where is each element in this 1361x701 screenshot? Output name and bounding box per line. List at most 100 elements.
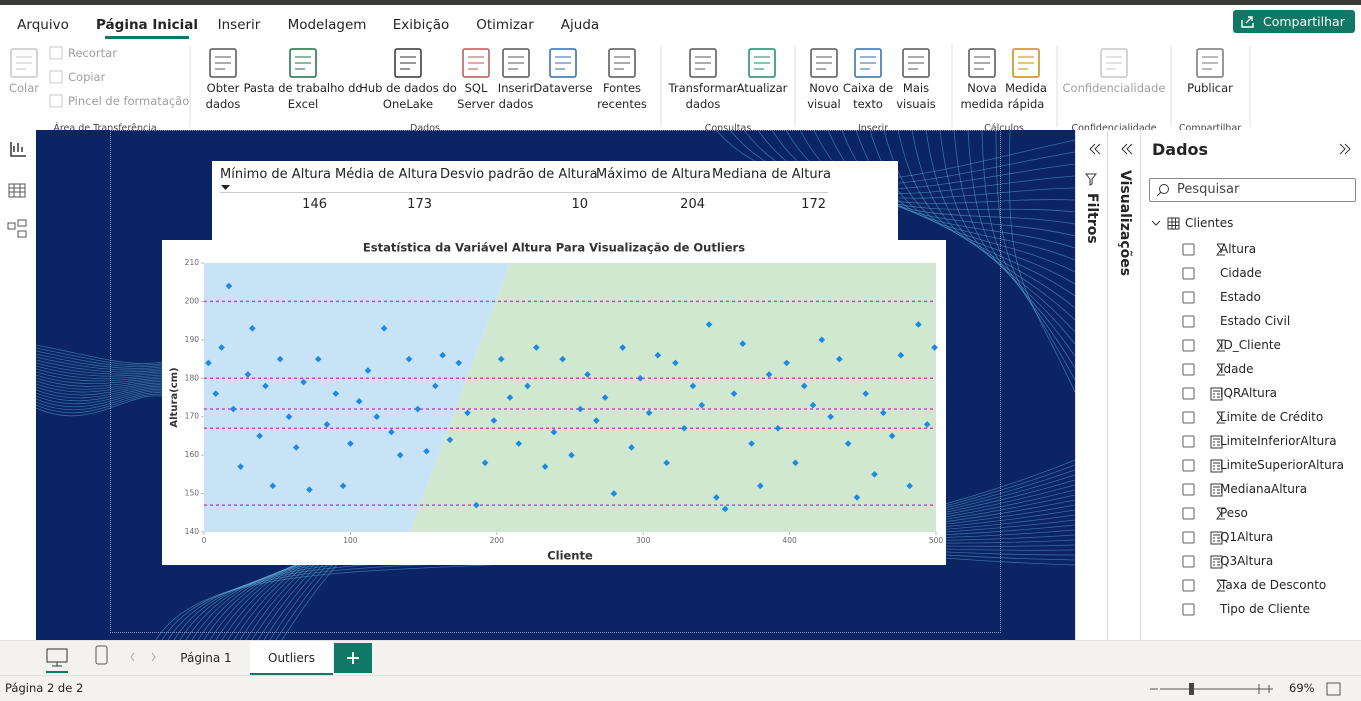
filters-pane[interactable]: Filtros xyxy=(1075,130,1108,640)
data-point xyxy=(783,359,790,367)
ribbon-button-label[interactable]: Inserir xyxy=(497,81,535,95)
stats-table[interactable]: Mínimo de Altura 146 Média de Altura 173 Des… xyxy=(212,161,898,241)
ribbon-tab[interactable]: Inserir xyxy=(217,17,261,33)
ribbon-button-label[interactable]: Mais xyxy=(902,81,930,95)
zoom-slider[interactable] xyxy=(1145,679,1345,699)
ribbon-button-label[interactable]: Server xyxy=(457,97,495,111)
model-view-icon[interactable] xyxy=(7,222,16,230)
ribbon-button-label[interactable]: SQL xyxy=(464,81,488,95)
ribbon-button-label[interactable]: Excel xyxy=(287,97,319,111)
ribbon-button-label[interactable]: dados xyxy=(205,97,241,111)
ribbon-tab[interactable]: Ajuda xyxy=(560,17,600,33)
wave-line xyxy=(939,130,1075,333)
data-point xyxy=(355,398,363,405)
data-point xyxy=(244,371,252,378)
field-name[interactable]: Limite de Crédito xyxy=(1220,410,1324,424)
table-name[interactable]: Clientes xyxy=(1185,216,1234,230)
ribbon-button-label[interactable]: visuais xyxy=(896,97,936,111)
data-point xyxy=(550,428,558,436)
prev-page[interactable] xyxy=(130,652,135,662)
page-tab[interactable]: Página 1 xyxy=(180,651,232,665)
data-point xyxy=(292,444,300,451)
data-expand[interactable] xyxy=(1337,142,1355,158)
field-name[interactable]: Q1Altura xyxy=(1220,530,1274,544)
ribbon-button-label[interactable]: Transformar xyxy=(668,81,738,95)
ribbon-tab[interactable]: Página Inicial xyxy=(96,17,198,33)
data-point xyxy=(364,367,372,374)
data-point xyxy=(897,351,905,359)
small-icon xyxy=(49,94,63,108)
ribbon-button-label[interactable]: medida xyxy=(960,97,1004,111)
field-name[interactable]: Peso xyxy=(1220,506,1248,520)
table-node-icon[interactable] xyxy=(1151,217,1187,231)
field-name[interactable]: Cidade xyxy=(1220,266,1262,280)
ribbon-button-label[interactable]: Dataverse xyxy=(533,81,593,95)
field-name[interactable]: Idade xyxy=(1220,362,1254,376)
status-bar: Página 2 de 2 69% xyxy=(0,675,1361,701)
scatter-visual[interactable]: Estatística da Variável Altura Para Visu… xyxy=(162,240,946,565)
ribbon-tab[interactable]: Modelagem xyxy=(287,17,367,33)
field-name[interactable]: Altura xyxy=(1220,242,1257,256)
table-header[interactable]: Mediana de Altura xyxy=(712,167,831,182)
ribbon-button-label[interactable]: Atualizar xyxy=(736,81,788,95)
field-name[interactable]: ID_Cliente xyxy=(1220,338,1281,352)
data-point xyxy=(713,494,720,501)
next-page[interactable] xyxy=(151,652,156,662)
table-header[interactable]: Desvio padrão de Altura xyxy=(440,167,598,182)
ribbon-tab[interactable]: Exibição xyxy=(392,17,450,33)
visualizations-collapse[interactable] xyxy=(1108,130,1141,160)
share-button[interactable]: Compartilhar xyxy=(1233,10,1355,33)
ribbon-group-label: Compartilhar xyxy=(1178,123,1242,134)
field-name[interactable]: LimiteSuperiorAltura xyxy=(1220,458,1345,472)
search-box[interactable]: Pesquisar xyxy=(1149,178,1356,202)
data-point xyxy=(915,321,922,328)
button-icon xyxy=(854,48,882,78)
data-point xyxy=(739,340,747,347)
field-name[interactable]: Tipo de Cliente xyxy=(1220,602,1311,616)
add-page[interactable] xyxy=(334,643,372,673)
data-point xyxy=(212,390,220,397)
field-name[interactable]: Taxa de Desconto xyxy=(1220,578,1327,592)
data-point xyxy=(497,355,505,363)
ribbon-button-label[interactable]: visual xyxy=(807,97,841,111)
ribbon-button-label[interactable]: Nova xyxy=(967,81,997,95)
field-checkbox xyxy=(1182,411,1195,424)
ribbon-button-label[interactable]: dados xyxy=(498,97,534,111)
ribbon-button-label[interactable]: Hub de dados do xyxy=(359,81,457,95)
button-icon-detail xyxy=(908,56,924,70)
field-name[interactable]: LimiteInferiorAltura xyxy=(1220,434,1337,448)
ribbon-button-label[interactable]: dados xyxy=(685,97,721,111)
mobile-layout[interactable] xyxy=(95,645,108,665)
ribbon-tab[interactable]: Arquivo xyxy=(17,17,69,33)
field-name[interactable]: Estado Civil xyxy=(1220,314,1291,328)
data-point xyxy=(256,432,263,440)
table-view-icon[interactable] xyxy=(8,183,26,198)
field-name[interactable]: Estado xyxy=(1220,290,1261,304)
ribbon-button-label[interactable]: Pasta de trabalho do xyxy=(243,81,363,95)
ribbon-button-label[interactable]: recentes xyxy=(597,97,647,111)
ribbon-button-label[interactable]: OneLake xyxy=(382,97,434,111)
field-name[interactable]: Q3Altura xyxy=(1220,554,1274,568)
table-header[interactable]: Máximo de Altura xyxy=(596,167,711,182)
ribbon-button-label[interactable]: rápida xyxy=(1007,97,1045,111)
data-point xyxy=(388,428,395,436)
visualizations-pane[interactable]: Visualizações xyxy=(1107,130,1141,640)
ribbon-button-label[interactable]: Fontes xyxy=(602,81,642,95)
ribbon-button-label[interactable]: texto xyxy=(853,97,883,111)
report-view-icon[interactable] xyxy=(10,142,26,157)
field-name[interactable]: IQRAltura xyxy=(1220,386,1277,400)
page-tab[interactable]: Outliers xyxy=(250,641,333,676)
ribbon-button-label[interactable]: Caixa de xyxy=(842,81,894,95)
ribbon-button-label[interactable]: Obter xyxy=(206,81,240,95)
ribbon-button-label[interactable]: Publicar xyxy=(1187,81,1233,95)
table-header[interactable]: Mínimo de Altura xyxy=(220,167,331,182)
measure-icon xyxy=(1210,435,1223,449)
field-name[interactable]: MedianaAltura xyxy=(1220,482,1308,496)
button-icon xyxy=(968,48,996,78)
ribbon-button-label[interactable]: Novo xyxy=(809,81,839,95)
ribbon-button-label[interactable]: Medida xyxy=(1005,81,1047,95)
desktop-layout[interactable] xyxy=(46,648,68,663)
data-point xyxy=(645,409,653,417)
table-header[interactable]: Média de Altura xyxy=(335,167,438,182)
ribbon-tab[interactable]: Otimizar xyxy=(476,17,534,33)
